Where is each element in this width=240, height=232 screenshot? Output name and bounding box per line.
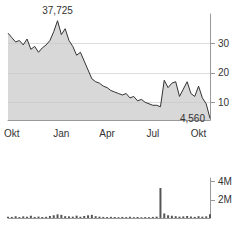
svg-text:4M: 4M (218, 176, 232, 187)
svg-text:Jul: Jul (146, 128, 159, 139)
svg-text:30: 30 (218, 38, 230, 49)
svg-text:Okt: Okt (191, 128, 207, 139)
svg-text:Jan: Jan (53, 128, 69, 139)
svg-text:Okt: Okt (4, 128, 20, 139)
svg-text:20: 20 (218, 67, 230, 78)
svg-text:2M: 2M (218, 194, 232, 205)
svg-text:Apr: Apr (99, 128, 115, 139)
svg-text:4,560: 4,560 (180, 113, 205, 124)
svg-text:10: 10 (218, 97, 230, 108)
svg-text:37,725: 37,725 (42, 5, 73, 16)
